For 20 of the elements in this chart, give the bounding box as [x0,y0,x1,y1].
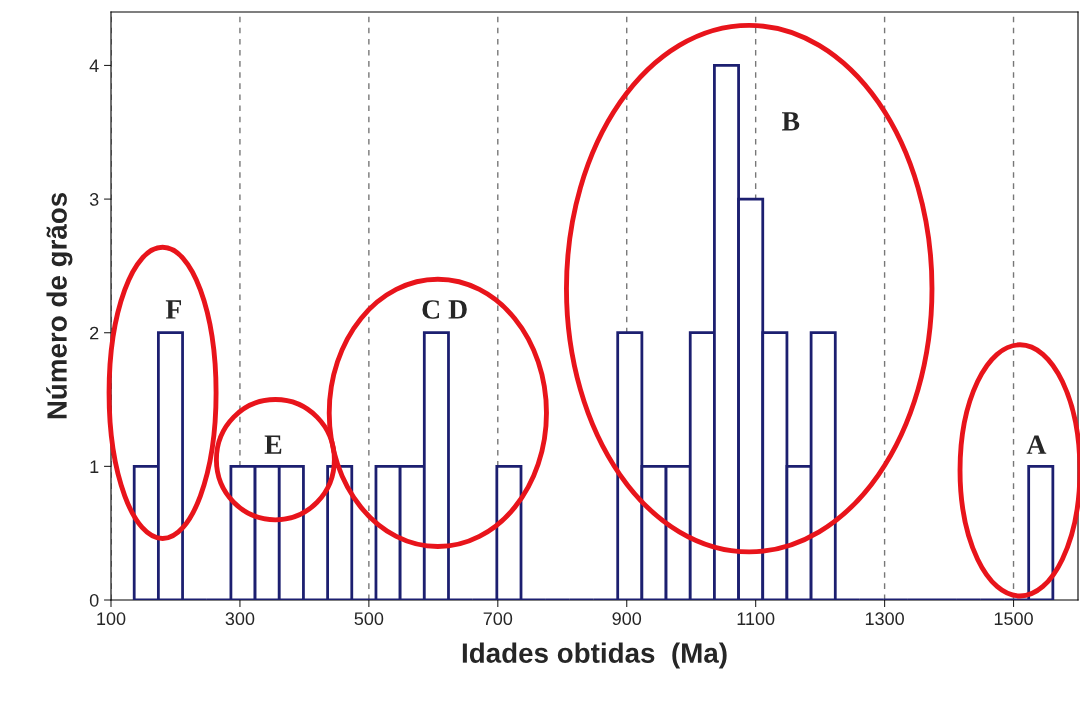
annotation: E [264,435,282,454]
x-tick-label: 1500 [994,612,1033,626]
y-tick-label: 3 [89,193,99,206]
annotation: A [1026,435,1047,454]
y-tick-label: 4 [89,59,99,72]
x-tick-label: 100 [97,612,126,626]
x-tick-label: 900 [612,612,642,626]
annotation: B [782,112,800,131]
x-tick-label: 500 [354,612,384,626]
x-tick-label: 300 [225,612,255,626]
y-axis-title: Número de grãos [46,192,73,419]
y-tick-label: 0 [89,593,99,607]
annotation: C D [422,300,467,319]
x-axis-title: Idades obtidas (Ma) [462,642,727,669]
y-tick-label: 2 [90,326,99,340]
x-tick-label: 700 [483,612,513,626]
y-tick-label: 1 [90,460,99,473]
annotation: F [165,300,182,319]
x-tick-label: 1100 [737,612,775,626]
x-tick-label: 1300 [865,612,904,626]
